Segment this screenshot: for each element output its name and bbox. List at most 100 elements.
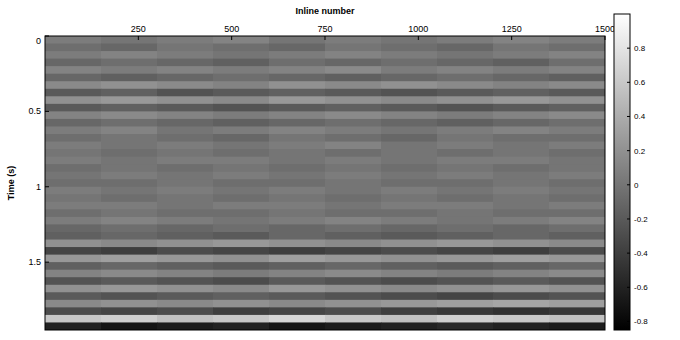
cell: [325, 247, 382, 255]
cell: [437, 157, 494, 165]
cell: [101, 240, 158, 248]
plot-frame: [45, 36, 605, 330]
cell: [493, 217, 550, 225]
cell: [45, 59, 102, 67]
cell: [325, 126, 382, 134]
cell: [45, 292, 102, 300]
cell: [325, 262, 382, 270]
cell: [101, 96, 158, 104]
cell: [101, 247, 158, 255]
cell: [437, 232, 494, 240]
colorbar-tick: [627, 48, 630, 49]
cell: [493, 81, 550, 89]
cell: [381, 142, 438, 150]
cell: [269, 255, 326, 263]
cell: [381, 202, 438, 210]
cell: [493, 119, 550, 127]
colorbar-tick: [627, 82, 630, 83]
cell: [269, 164, 326, 172]
cell: [549, 104, 605, 112]
cell: [549, 164, 605, 172]
y-tick-label: 0.5: [28, 106, 41, 116]
cell: [493, 66, 550, 74]
cell: [325, 134, 382, 142]
cell: [437, 209, 494, 217]
cell: [213, 322, 270, 330]
y-tick-label: 0: [36, 36, 41, 46]
cell: [381, 66, 438, 74]
cell: [381, 134, 438, 142]
cell: [101, 187, 158, 195]
cell: [549, 126, 605, 134]
cell: [45, 315, 102, 323]
cell: [493, 285, 550, 293]
cell: [157, 66, 214, 74]
cell: [101, 74, 158, 82]
cell: [549, 36, 605, 44]
colorbar-tick: [627, 321, 630, 322]
cell: [325, 74, 382, 82]
cell: [325, 322, 382, 330]
cell: [325, 300, 382, 308]
cell: [213, 307, 270, 315]
cell: [157, 81, 214, 89]
cell: [325, 194, 382, 202]
cell: [325, 270, 382, 278]
cell: [101, 51, 158, 59]
plot-bg: [45, 36, 605, 330]
cell: [381, 307, 438, 315]
cell: [157, 51, 214, 59]
cell: [437, 51, 494, 59]
cell: [437, 270, 494, 278]
cell: [213, 179, 270, 187]
cell: [493, 307, 550, 315]
cell: [437, 307, 494, 315]
x-label: Inline number: [295, 6, 355, 16]
cell: [437, 194, 494, 202]
y-tick: [45, 111, 49, 112]
cell: [269, 96, 326, 104]
cell: [269, 119, 326, 127]
cell: [493, 247, 550, 255]
cell: [493, 262, 550, 270]
cell: [269, 44, 326, 52]
cell: [437, 247, 494, 255]
cell: [325, 111, 382, 119]
cell: [213, 134, 270, 142]
cell: [157, 96, 214, 104]
cell: [45, 300, 102, 308]
cell: [157, 209, 214, 217]
cell: [269, 172, 326, 180]
cell: [101, 224, 158, 232]
cell: [101, 209, 158, 217]
cell: [437, 255, 494, 263]
cell: [101, 255, 158, 263]
cell: [381, 285, 438, 293]
cell: [45, 232, 102, 240]
colorbar-tick-label: -0.4: [634, 249, 648, 258]
cell: [269, 142, 326, 150]
cell: [213, 300, 270, 308]
cell: [213, 262, 270, 270]
cell: [269, 202, 326, 210]
cell: [157, 104, 214, 112]
cell: [325, 307, 382, 315]
cell: [381, 240, 438, 248]
cell: [213, 89, 270, 97]
cell: [325, 59, 382, 67]
cell: [325, 89, 382, 97]
cell: [269, 59, 326, 67]
cell: [549, 209, 605, 217]
cell: [325, 179, 382, 187]
cell: [493, 187, 550, 195]
cell: [269, 81, 326, 89]
cell: [493, 51, 550, 59]
cell: [213, 224, 270, 232]
cell: [437, 300, 494, 308]
cell: [381, 292, 438, 300]
cell: [101, 300, 158, 308]
cell: [157, 240, 214, 248]
cell: [157, 142, 214, 150]
cell: [549, 81, 605, 89]
cell: [493, 232, 550, 240]
